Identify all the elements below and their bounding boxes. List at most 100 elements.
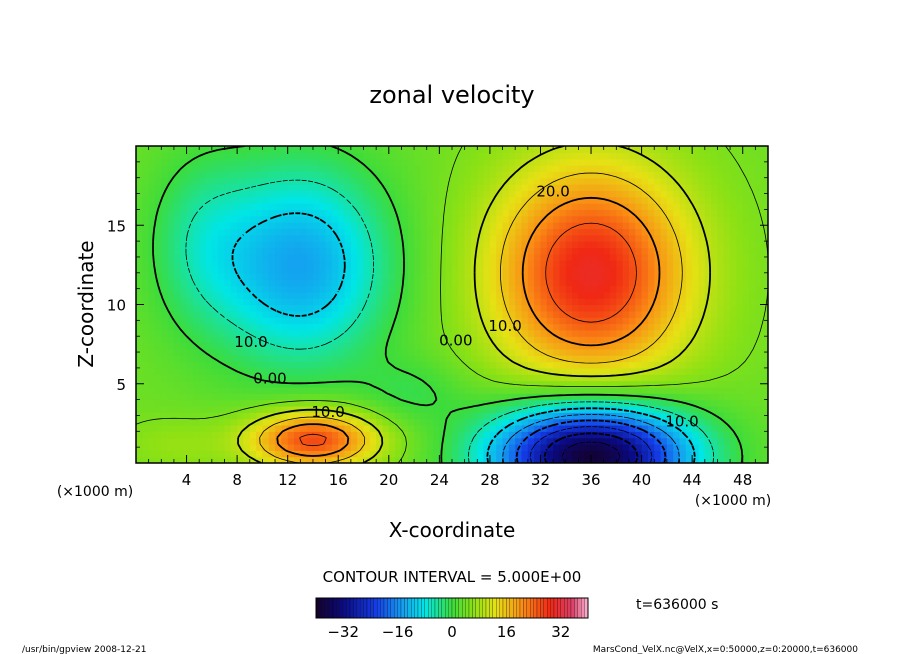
heat-cell <box>698 355 706 363</box>
heat-cell <box>647 184 655 191</box>
heat-cell <box>167 291 175 299</box>
heat-cell <box>199 222 207 230</box>
heat-cell <box>666 418 674 426</box>
heat-cell <box>331 215 339 223</box>
heat-cell <box>420 196 428 204</box>
heat-cell <box>540 152 548 160</box>
heat-cell <box>628 285 636 293</box>
heat-cell <box>420 450 428 458</box>
heat-cell <box>698 342 706 350</box>
heat-cell <box>736 393 744 401</box>
heat-cell <box>401 348 409 356</box>
heat-cell <box>584 399 592 407</box>
heat-cell <box>540 228 548 236</box>
heat-cell <box>325 386 333 394</box>
heat-cell <box>199 437 207 445</box>
heat-cell <box>445 405 453 413</box>
heat-cell <box>692 196 700 204</box>
heat-cell <box>666 266 674 274</box>
heat-cell <box>338 342 346 350</box>
heat-cell <box>546 361 554 369</box>
heat-cell <box>470 342 478 350</box>
heat-cell <box>230 215 238 223</box>
heat-cell <box>641 291 649 299</box>
heat-cell <box>376 203 384 210</box>
heat-cell <box>382 152 390 160</box>
heat-cell <box>395 209 403 217</box>
heat-cell <box>136 165 143 172</box>
heat-cell <box>420 405 428 413</box>
heat-cell <box>275 215 282 223</box>
heat-cell <box>426 279 434 287</box>
heat-cell <box>439 158 447 166</box>
heat-cell <box>470 361 478 369</box>
heat-cell <box>521 171 529 179</box>
heat-cell <box>654 418 662 426</box>
heat-cell <box>647 298 655 306</box>
heat-cell <box>546 215 554 223</box>
heat-cell <box>515 418 523 426</box>
heat-cell <box>502 266 510 274</box>
heat-cell <box>723 424 731 432</box>
heat-cell <box>262 374 270 382</box>
heat-cell <box>749 171 756 179</box>
heat-cell <box>502 336 510 344</box>
heat-cell <box>382 279 390 287</box>
heat-cell <box>275 361 282 369</box>
heat-cell <box>369 456 377 463</box>
heat-cell <box>350 158 358 166</box>
heat-cell <box>666 386 674 394</box>
heat-cell <box>591 279 598 287</box>
heat-cell <box>173 158 181 166</box>
heat-cell <box>647 165 655 172</box>
heat-cell <box>553 158 561 166</box>
heat-cell <box>173 374 181 382</box>
heat-cell <box>331 418 339 426</box>
heat-cell <box>300 443 308 451</box>
heat-cell <box>388 424 396 432</box>
heat-cell <box>559 266 567 274</box>
heat-cell <box>350 355 358 363</box>
heat-cell <box>167 196 175 204</box>
heat-cell <box>654 158 662 166</box>
heat-cell <box>584 165 592 172</box>
heat-cell <box>237 241 245 249</box>
heat-cell <box>275 184 282 191</box>
heat-cell <box>666 456 674 463</box>
heat-cell <box>578 342 586 350</box>
heat-cell <box>256 272 263 280</box>
heat-cell <box>546 310 554 318</box>
heat-cell <box>338 222 346 230</box>
heat-cell <box>654 342 662 350</box>
heat-cell <box>338 310 346 318</box>
heat-cell <box>736 424 744 432</box>
heat-cell <box>572 348 579 356</box>
heat-cell <box>540 171 548 179</box>
heat-cell <box>553 146 561 153</box>
heat-cell <box>148 203 156 210</box>
heat-cell <box>407 456 415 463</box>
heat-cell <box>508 329 516 337</box>
heat-cell <box>243 386 251 394</box>
heat-cell <box>673 342 681 350</box>
heat-cell <box>711 361 719 369</box>
heat-cell <box>489 158 497 166</box>
heat-cell <box>515 228 523 236</box>
heat-cell <box>591 215 598 223</box>
heat-cell <box>426 291 434 299</box>
heat-cell <box>407 272 415 280</box>
heat-cell <box>161 184 169 191</box>
heat-cell <box>363 323 371 331</box>
heat-cell <box>426 196 434 204</box>
heat-cell <box>591 171 598 179</box>
heat-cell <box>281 203 289 210</box>
heat-cell <box>281 374 289 382</box>
heat-cell <box>306 298 314 306</box>
heat-cell <box>388 272 396 280</box>
heat-cell <box>572 329 579 337</box>
heat-cell <box>559 203 567 210</box>
heat-cell <box>262 405 270 413</box>
heat-cell <box>742 285 750 293</box>
heat-cell <box>363 203 371 210</box>
heat-cell <box>736 310 744 318</box>
